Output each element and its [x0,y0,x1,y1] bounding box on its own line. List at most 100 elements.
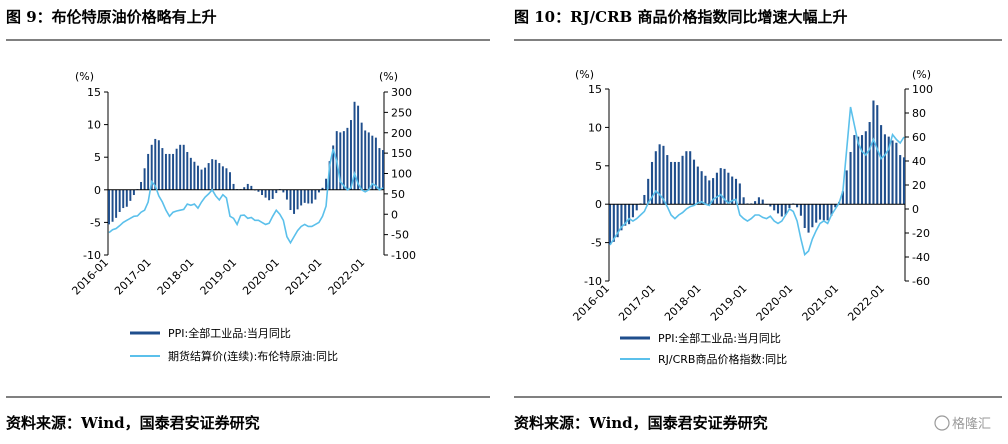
bar [285,189,288,200]
bar [157,140,160,190]
bar [631,204,634,218]
bar [186,151,189,190]
bar [257,189,260,192]
left-tick-label: 10 [588,121,602,134]
bar [612,204,615,242]
bar [784,204,787,215]
right-tick-label: -60 [912,275,930,288]
bar [608,204,612,245]
bar [773,204,776,211]
left-tick-label: -10 [584,275,602,288]
bar [207,163,210,190]
bar [296,189,299,210]
bar [853,135,856,205]
right-tick-label: 20 [912,179,926,192]
bar [845,170,848,205]
right-tick-label: 250 [391,106,412,119]
bar [328,161,331,190]
bar [704,175,707,205]
bar [175,148,178,190]
bar [700,171,703,205]
bar [807,204,810,233]
bar [129,189,132,201]
x-tick-label: 2016-01 [570,282,612,324]
bar [271,189,274,199]
bar [731,176,734,205]
bar [708,180,711,205]
right-axis-unit: (%) [912,68,931,81]
bar [289,189,292,211]
chart-panel-crb: 图 10：RJ/CRB 商品价格指数同比增速大幅上升 资料来源：Wind，国泰君… [514,8,1002,432]
bar [140,181,142,190]
x-tick-label: 2020-01 [240,256,282,298]
bar [658,144,661,205]
bar [204,167,207,190]
legend-label-bar: PPI:全部工业品:当月同比 [168,326,291,340]
bar [161,148,164,190]
left-tick-label: 5 [94,151,101,164]
bar [635,204,638,211]
bar [321,187,324,190]
bar [818,204,822,220]
left-tick-label: -5 [90,216,101,229]
left-axis-unit: (%) [575,68,594,81]
bar [742,197,745,205]
bar [367,132,370,190]
x-tick-label: 2020-01 [754,282,796,324]
bar [108,189,110,225]
right-tick-label: 0 [391,208,398,221]
left-tick-label: 15 [87,86,101,99]
bar [378,148,381,190]
bar [647,178,650,205]
x-tick-label: 2021-01 [283,256,325,298]
bar [734,178,738,205]
bar [275,189,278,194]
bar [307,189,310,204]
watermark-icon [934,415,950,431]
watermark-logo: 格隆汇 [952,416,991,432]
legend-label-bar: PPI:全部工业品:当月同比 [658,331,781,345]
left-tick-label: 5 [595,160,602,173]
bar [353,101,356,190]
x-tick-label: 2022-01 [845,282,887,324]
source-note: 资料来源：Wind，国泰君安证券研究 [6,414,260,432]
bar [143,168,146,190]
source-note: 资料来源：Wind，国泰君安证券研究 [514,414,768,432]
bar [727,172,730,205]
right-tick-label: 60 [912,131,926,144]
bar [776,204,780,214]
bar [830,204,833,216]
x-tick-label: 2018-01 [155,256,197,298]
right-tick-label: 40 [912,155,926,168]
x-tick-label: 2018-01 [662,282,704,324]
bar [723,168,726,205]
bar [692,159,696,205]
bar [841,191,844,205]
x-tick-label: 2021-01 [800,282,842,324]
bar [799,204,802,216]
bar [899,155,902,205]
bar [883,134,886,205]
bar [872,100,875,205]
bar [168,153,171,190]
right-tick-label: 100 [391,168,412,181]
bar [662,145,665,205]
bar [811,204,814,228]
bar [282,189,285,193]
bar [616,204,619,238]
bar [261,189,263,196]
series-line [609,106,905,257]
right-tick-label: 200 [391,127,412,140]
bar [696,166,699,205]
bar [880,125,883,205]
bar [172,153,175,190]
bar [264,189,267,198]
bar [364,130,367,190]
bar [857,136,860,205]
bar [125,189,128,207]
bar [342,131,345,190]
left-tick-label: 10 [87,119,101,132]
right-tick-label: -100 [391,249,416,262]
